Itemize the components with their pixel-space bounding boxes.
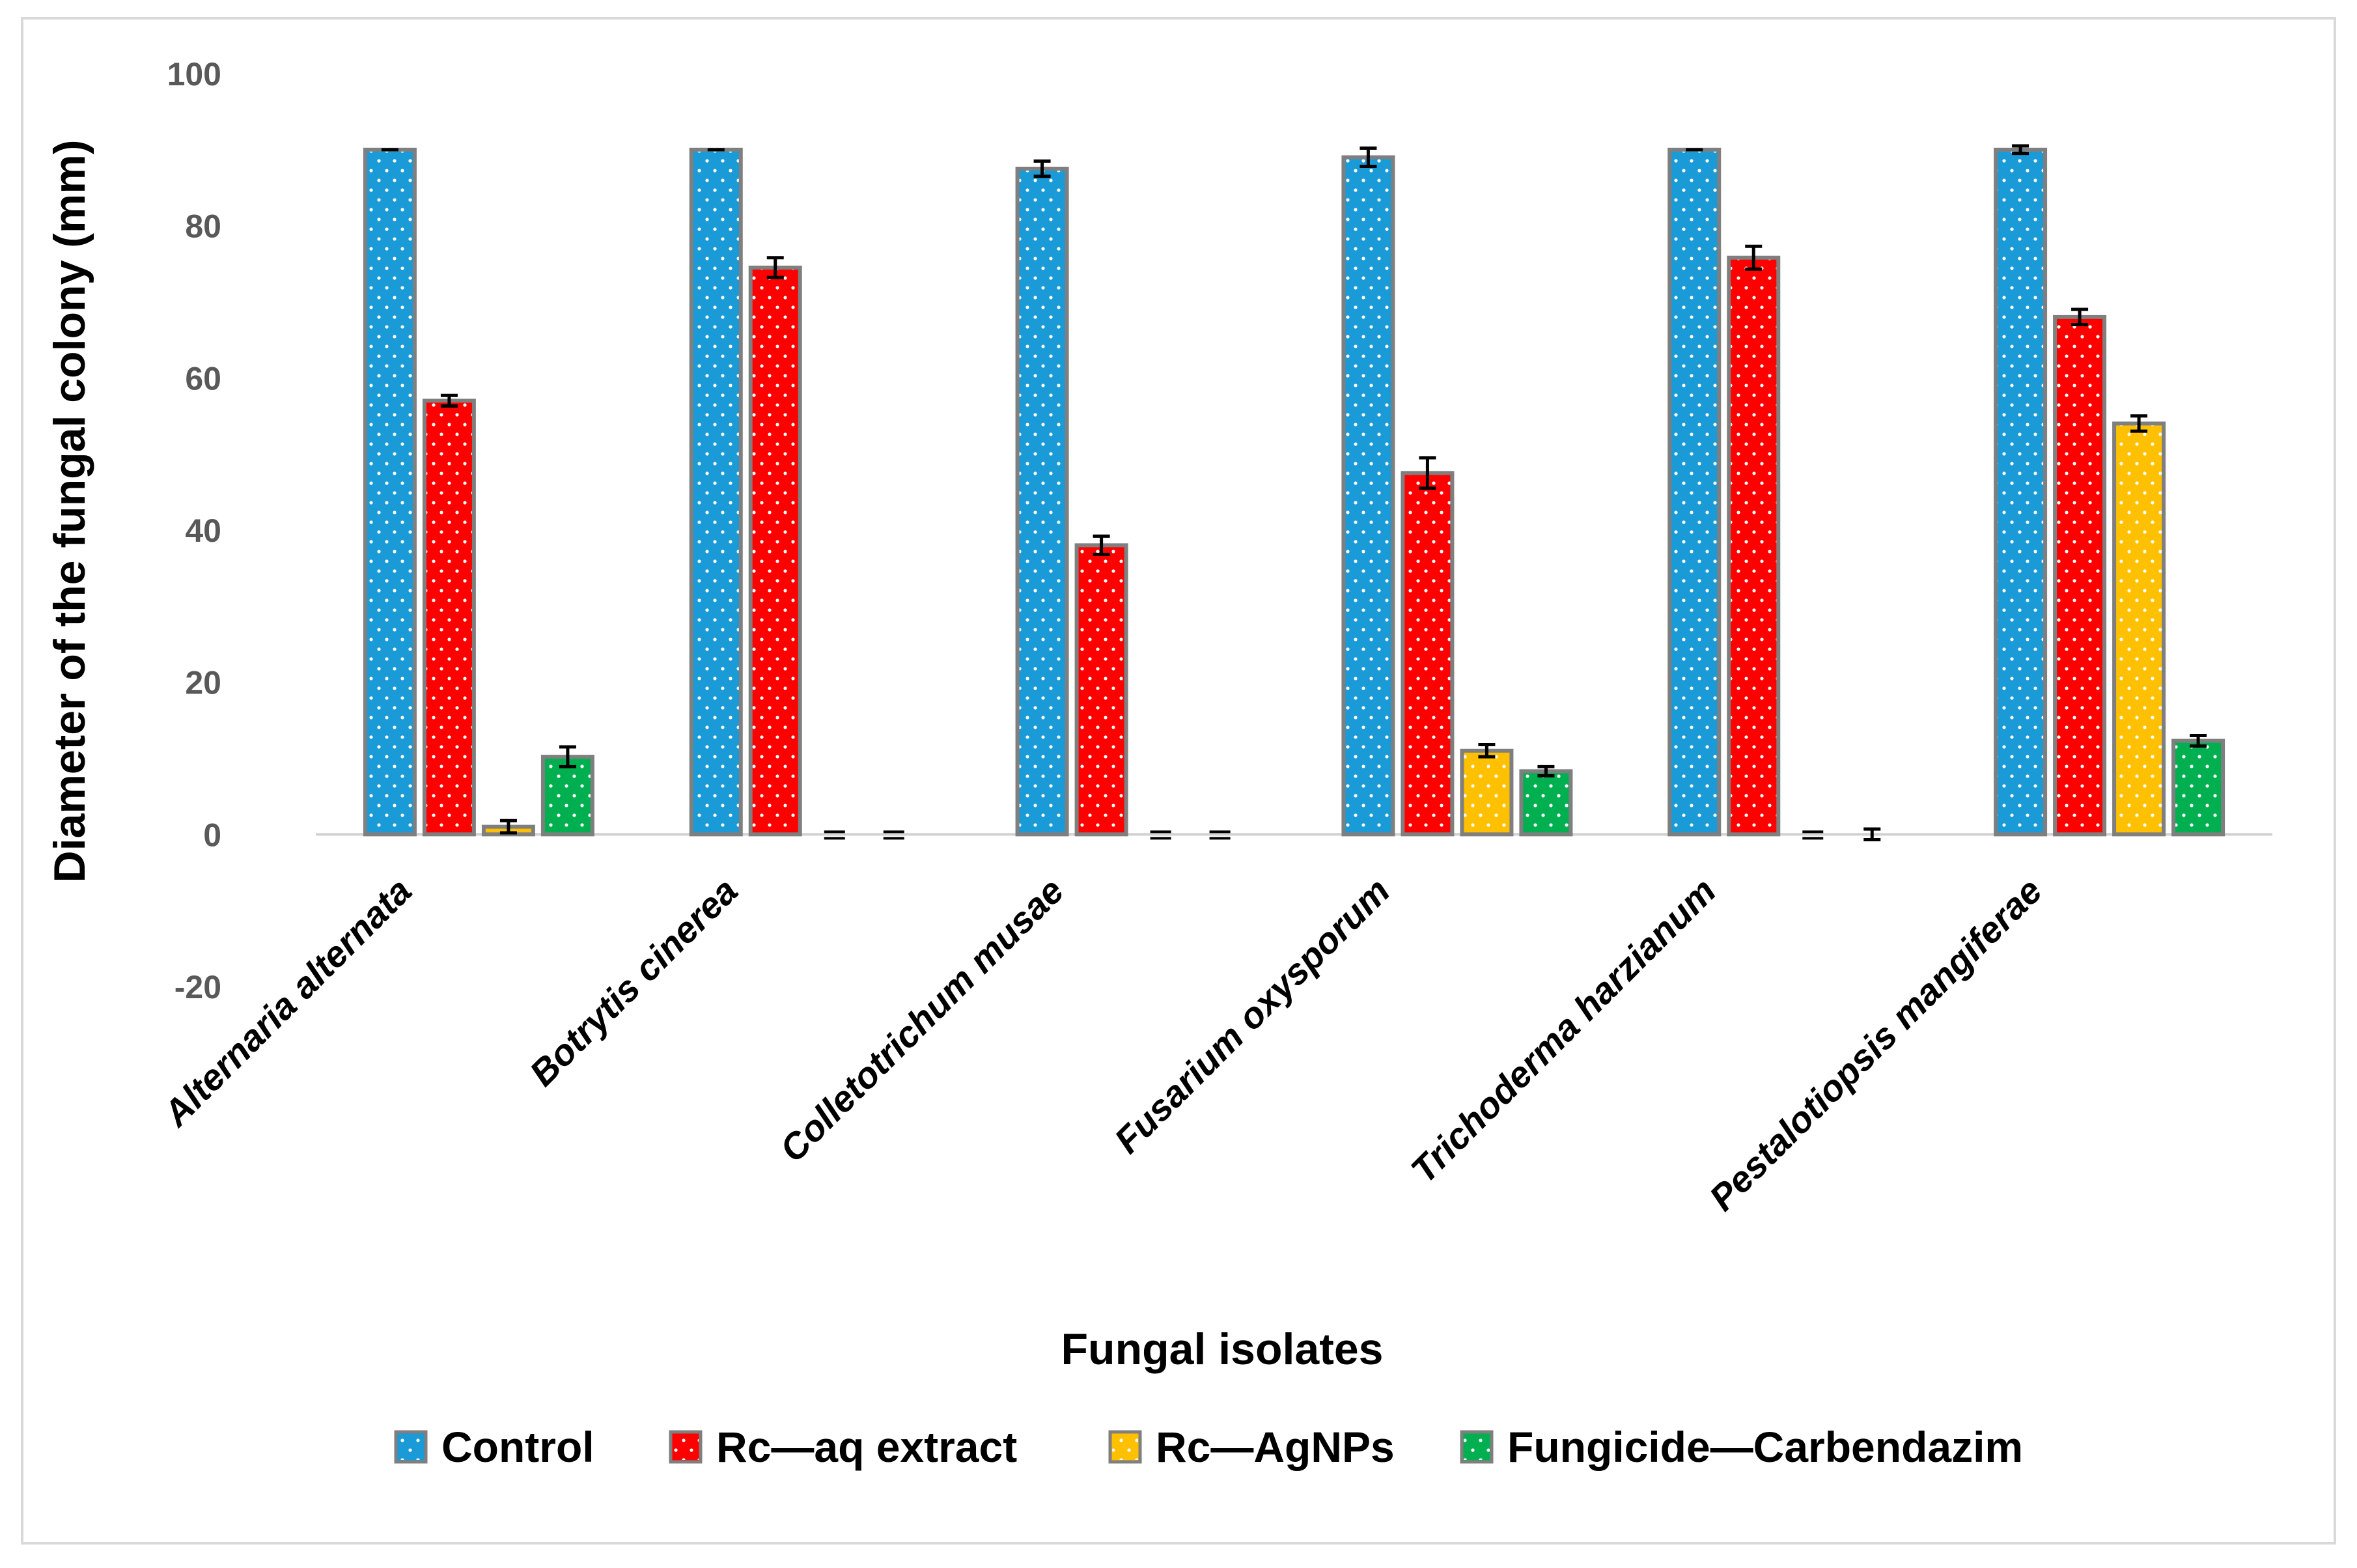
x-axis-title: Fungal isolates: [1061, 1324, 1384, 1374]
bar: [1074, 543, 1128, 837]
error-bar: [1093, 534, 1110, 556]
bar: [1460, 748, 1514, 837]
legend-item: Rc—AgNPs: [1108, 1423, 1395, 1471]
legend: Control Rc—aq extract Rc—AgNPs Fungicide—Ca…: [394, 1423, 2023, 1471]
bar: [540, 755, 594, 837]
legend-label: Rc—aq extract: [716, 1423, 1017, 1471]
legend-item: Control: [394, 1423, 594, 1471]
bar: [1994, 147, 2048, 837]
error-bars: [381, 144, 2207, 842]
error-bar: [766, 256, 784, 279]
error-bar: [2071, 307, 2089, 327]
bar: [2171, 738, 2225, 837]
y-tick-label: 100: [167, 56, 221, 92]
y-tick-label: 40: [185, 512, 221, 549]
y-axis-title: Diameter of the fungal colony (mm): [45, 140, 94, 883]
bar: [2112, 421, 2166, 837]
error-bar: [1360, 146, 1377, 169]
legend-item: Fungicide—Carbendazim: [1460, 1423, 2023, 1471]
error-bar: [824, 830, 845, 840]
y-axis: 100 80 60 40 20 0 -20: [167, 56, 221, 1005]
error-bar: [440, 393, 458, 408]
error-bar: [2012, 144, 2029, 156]
bar: [2053, 315, 2107, 837]
bar: [1727, 255, 1781, 837]
error-bar: [1863, 827, 1881, 842]
legend-label: Control: [441, 1423, 594, 1471]
y-tick-label: -20: [174, 969, 221, 1005]
error-bar: [1478, 742, 1496, 759]
error-bar: [499, 819, 517, 835]
y-tick-label: 0: [203, 817, 221, 853]
error-bar: [1419, 456, 1436, 490]
bar: [1015, 167, 1069, 837]
error-bar: [1209, 830, 1231, 840]
y-tick-label: 60: [185, 360, 221, 397]
bar: [422, 399, 476, 837]
error-bar: [2190, 733, 2207, 748]
error-bar: [1802, 830, 1824, 840]
error-bar: [1745, 244, 1763, 271]
bar: [363, 147, 417, 837]
y-tick-label: 20: [185, 665, 221, 701]
bar: [689, 147, 743, 837]
error-bar: [883, 830, 904, 840]
error-bar: [1537, 764, 1555, 777]
bar: [1667, 147, 1722, 837]
bar: [1519, 769, 1573, 837]
bar: [748, 265, 802, 837]
bar: [1341, 155, 1395, 837]
bars: [363, 147, 2225, 837]
legend-label: Rc—AgNPs: [1156, 1423, 1395, 1471]
legend-label: Fungicide—Carbendazim: [1507, 1423, 2023, 1471]
error-bar: [1033, 159, 1051, 178]
y-tick-label: 80: [185, 208, 221, 245]
bar: [1401, 471, 1455, 837]
error-bar: [1150, 830, 1171, 840]
error-bar: [2130, 414, 2148, 433]
legend-item: Rc—aq extract: [669, 1423, 1017, 1471]
error-bar: [559, 745, 576, 768]
